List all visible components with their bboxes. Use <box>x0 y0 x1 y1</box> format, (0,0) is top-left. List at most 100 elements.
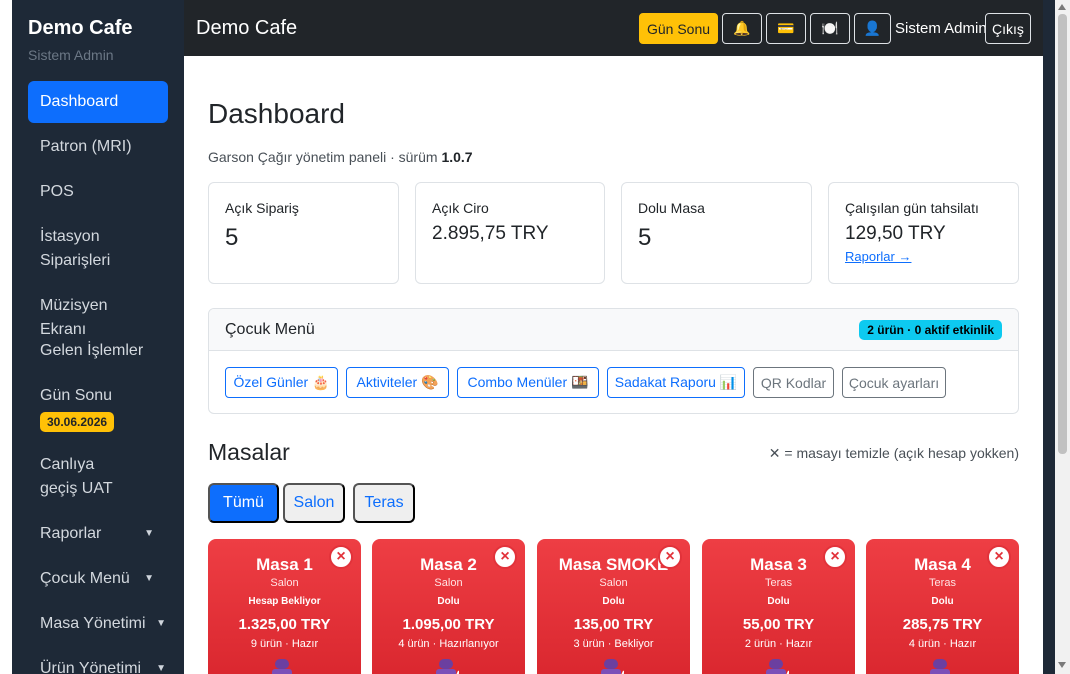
stat-value: 5 <box>225 224 239 251</box>
table-status: Hesap Bekliyor <box>248 596 321 607</box>
table-area: Salon <box>270 577 299 589</box>
table-card-masa-smoke[interactable]: Masa SMOKE Salon Dolu 135,00 TRY 3 ürün … <box>537 539 690 674</box>
topbar-title: Demo Cafe <box>196 17 298 39</box>
table-meta: 3 ürün · Bekliyor <box>573 638 654 650</box>
table-amount: 1.325,00 TRY <box>238 616 331 633</box>
sidebar-item-label: Masa Yönetimi <box>40 615 146 632</box>
scroll-up-arrow-icon[interactable] <box>1058 4 1066 10</box>
panel-header: Çocuk Menü 2 ürün · 0 aktif etkinlik <box>209 309 1018 351</box>
sidebar-item-raporlar[interactable]: Raporlar ▼ <box>28 522 168 546</box>
caret-down-icon: ▼ <box>144 528 154 539</box>
table-status: Dolu <box>767 596 790 607</box>
caret-down-icon: ▼ <box>156 663 166 674</box>
page-scrollbar[interactable] <box>1055 0 1070 674</box>
payments-button[interactable]: 💳 <box>766 13 806 44</box>
sidebar-user: Sistem Admin <box>28 47 114 63</box>
sidebar-item-muzisyen[interactable]: Müzisyen Ekranı <box>40 297 108 338</box>
sidebar-item-gelen[interactable]: Gelen İşlemler <box>40 342 144 359</box>
combo-menuler-button[interactable]: Combo Menüler 🍱 <box>457 367 599 398</box>
page-subtitle: Garson Çağır yönetim paneli · sürüm 1.0.… <box>208 149 473 165</box>
table-card-masa-1[interactable]: Masa 1 Salon Hesap Bekliyor 1.325,00 TRY… <box>208 539 361 674</box>
subtitle-text: Garson Çağır yönetim paneli · sürüm <box>208 149 442 165</box>
table-card-masa-4[interactable]: Masa 4 Teras Dolu 285,75 TRY 4 ürün · Ha… <box>866 539 1019 674</box>
stat-label: Dolu Masa <box>638 200 705 216</box>
stat-label: Çalışılan gün tahsilatı <box>845 200 979 216</box>
table-area: Teras <box>765 577 792 589</box>
qr-kodlar-button[interactable]: QR Kodlar <box>753 367 834 398</box>
window-edge <box>0 0 12 674</box>
sidebar-item-masa-yonetimi[interactable]: Masa Yönetimi ▼ <box>28 612 168 636</box>
table-meta: 4 ürün · Hazırlanıyor <box>398 638 499 650</box>
table-amount: 285,75 TRY <box>902 616 983 633</box>
clear-table-close-icon[interactable]: × <box>329 545 353 569</box>
sidebar-item-gun-sonu[interactable]: Gün Sonu 30.06.2026 <box>28 384 168 432</box>
clear-table-close-icon[interactable]: × <box>823 545 847 569</box>
caret-down-icon: ▼ <box>156 618 166 629</box>
gun-sonu-button[interactable]: Gün Sonu <box>639 13 718 44</box>
sidebar-brand: Demo Cafe <box>28 17 133 39</box>
topbar-username: Sistem Admin <box>895 20 987 37</box>
clear-table-close-icon[interactable]: × <box>987 545 1011 569</box>
stat-value: 129,50 TRY <box>845 223 946 244</box>
stat-value: 2.895,75 TRY <box>432 223 549 244</box>
table-name: Masa SMOKE <box>558 555 669 574</box>
table-status: Dolu <box>437 596 460 607</box>
waiter-check-icon <box>766 659 789 674</box>
sidebar-item-patron[interactable]: Patron (MRI) <box>40 138 132 155</box>
stat-card-day-collection: Çalışılan gün tahsilatı 129,50 TRY Rapor… <box>828 182 1019 284</box>
table-name: Masa 3 <box>750 555 807 574</box>
sidebar-item-urun-yonetimi[interactable]: Ürün Yönetimi ▼ <box>28 657 168 674</box>
clear-table-close-icon[interactable]: × <box>493 545 517 569</box>
sidebar-item-pos[interactable]: POS <box>40 183 74 200</box>
table-card-masa-2[interactable]: Masa 2 Salon Dolu 1.095,00 TRY 4 ürün · … <box>372 539 525 674</box>
table-status: Dolu <box>602 596 625 607</box>
reports-link[interactable]: Raporlar → <box>845 249 912 264</box>
sidebar-item-gun-sonu-label[interactable]: Gün Sonu <box>40 387 113 404</box>
table-name: Masa 1 <box>256 555 313 574</box>
masalar-hint: ✕ = masayı temizle (açık hesap yokken) <box>768 445 1019 461</box>
scroll-down-arrow-icon[interactable] <box>1058 662 1066 668</box>
stat-card-open-revenue: Açık Ciro 2.895,75 TRY <box>415 182 605 284</box>
kitchen-button[interactable]: 🍽️ <box>810 13 850 44</box>
cocuk-menu-summary-badge: 2 ürün · 0 aktif etkinlik <box>859 320 1002 340</box>
stat-label: Açık Ciro <box>432 200 489 216</box>
table-area: Salon <box>434 577 463 589</box>
caret-down-icon: ▼ <box>144 573 154 584</box>
person-icon: 👤 <box>863 20 882 36</box>
sidebar-item-canliya[interactable]: Canlıya geçiş UAT <box>40 456 113 497</box>
sidebar-item-cocuk-menu[interactable]: Çocuk Menü ▼ <box>28 567 168 591</box>
version-number: 1.0.7 <box>441 149 473 165</box>
ozel-gunler-button[interactable]: Özel Günler 🎂 <box>225 367 338 398</box>
sidebar-item-label: Ürün Yönetimi <box>40 660 142 674</box>
sidebar-item-dashboard[interactable]: Dashboard <box>28 81 168 123</box>
page-title: Dashboard <box>208 98 345 129</box>
table-name: Masa 2 <box>420 555 477 574</box>
sidebar-item-istasyon[interactable]: İstasyon Siparişleri <box>40 228 111 269</box>
waiter-check-icon <box>601 659 624 674</box>
profile-button[interactable]: 👤 <box>854 13 891 44</box>
tab-tumu[interactable]: Tümü <box>208 483 279 523</box>
table-card-masa-3[interactable]: Masa 3 Teras Dolu 55,00 TRY 2 ürün · Haz… <box>702 539 855 674</box>
sidebar-item-label: Raporlar <box>40 525 102 542</box>
credit-card-icon: 💳 <box>777 20 795 36</box>
stat-value: 5 <box>638 224 652 251</box>
scroll-thumb[interactable] <box>1058 14 1067 454</box>
cocuk-menu-panel: Çocuk Menü 2 ürün · 0 aktif etkinlik Öze… <box>208 308 1019 414</box>
sidebar-item-label: Çocuk Menü <box>40 570 130 587</box>
tab-salon[interactable]: Salon <box>283 483 345 523</box>
stat-card-open-orders: Açık Sipariş 5 <box>208 182 399 284</box>
aktiviteler-button[interactable]: Aktiviteler 🎨 <box>346 367 449 398</box>
panel-title: Çocuk Menü <box>225 321 315 338</box>
table-meta: 9 ürün · Hazır <box>250 638 319 650</box>
sadakat-raporu-button[interactable]: Sadakat Raporu 📊 <box>607 367 745 398</box>
masalar-title: Masalar <box>208 439 290 465</box>
cocuk-ayarlari-button[interactable]: Çocuk ayarları <box>842 367 946 398</box>
gun-sonu-date-badge: 30.06.2026 <box>40 412 115 432</box>
clear-table-close-icon[interactable]: × <box>658 545 682 569</box>
tab-teras[interactable]: Teras <box>353 483 415 523</box>
logout-button[interactable]: Çıkış <box>985 13 1031 44</box>
sidebar: Demo Cafe Sistem Admin Dashboard Patron … <box>12 0 184 674</box>
waiter-icon <box>272 659 292 674</box>
table-amount: 1.095,00 TRY <box>402 616 495 633</box>
notifications-button[interactable]: 🔔 <box>722 13 762 44</box>
